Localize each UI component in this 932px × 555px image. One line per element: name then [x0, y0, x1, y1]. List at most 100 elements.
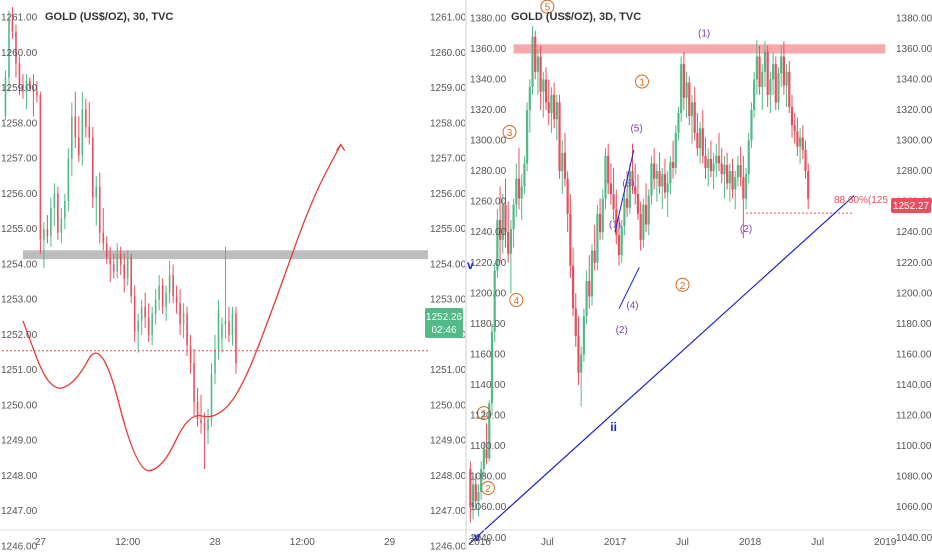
svg-text:(5): (5): [630, 123, 642, 134]
candle: [477, 484, 480, 517]
left-chart-pane[interactable]: GOLD (US$/OZ), 30, TVC 1261.00 1260.00 125…: [0, 0, 467, 552]
candle: [85, 98, 87, 138]
candle: [553, 82, 556, 129]
candle: [785, 64, 788, 107]
y-tick-label: 1248.00: [1, 471, 38, 482]
candle: [577, 316, 580, 385]
y-tick-label: 1249.00: [430, 436, 465, 447]
y-tick-label: 1259.00: [430, 83, 465, 94]
candle: [217, 299, 220, 360]
wave-label: (3): [622, 178, 634, 189]
candle: [734, 171, 737, 210]
candle: [769, 71, 772, 114]
y-tick-label: 1360.00: [896, 44, 932, 55]
x-tick-label: Jul: [811, 537, 824, 548]
candle: [758, 45, 761, 95]
candle: [598, 198, 602, 240]
candle: [501, 194, 504, 254]
candle: [744, 168, 748, 210]
candle: [168, 260, 171, 304]
candle: [617, 216, 621, 266]
candle: [739, 146, 742, 187]
left-price-tag-bg: [425, 308, 463, 338]
candle: [512, 198, 515, 248]
candle: [200, 394, 202, 434]
right-candlestick-chart[interactable]: v v 1 2 3 4 5 ii (1) (2) (3) (4) (5) 1 2 (1) (2) GOLD (U…: [467, 0, 932, 550]
candle: [728, 163, 731, 202]
candle: [528, 79, 531, 133]
candle: [523, 155, 526, 195]
y-tick-label: 1080.00: [470, 472, 507, 483]
svg-text:(4): (4): [626, 301, 638, 312]
candle: [796, 117, 799, 156]
y-tick-label: 1100.00: [470, 441, 506, 452]
candle: [81, 91, 84, 166]
candle: [526, 102, 529, 172]
candle: [25, 74, 28, 110]
candle: [515, 163, 518, 217]
pattern-projection-curve: [22, 144, 342, 472]
candle: [631, 143, 634, 195]
candle: [179, 289, 181, 335]
candle: [677, 106, 680, 141]
y-tick-label: 1060.00: [896, 502, 932, 513]
right-chart-title: GOLD (US$/OZ), 3D, TVC: [511, 11, 641, 23]
y-tick-label: 1060.00: [470, 502, 507, 513]
candle: [693, 87, 696, 141]
candle: [658, 152, 661, 195]
candle: [561, 140, 564, 195]
candle: [196, 387, 199, 427]
y-tick-label: 1080.00: [896, 472, 932, 483]
candle: [688, 76, 691, 126]
left-price-tag: 1252.26 02:46: [425, 308, 463, 338]
pane-divider[interactable]: [465, 0, 467, 550]
candle: [701, 110, 704, 164]
candle: [147, 303, 150, 342]
candle: [507, 201, 510, 263]
candle: [690, 94, 694, 144]
candle: [151, 306, 153, 346]
candle: [91, 126, 94, 209]
candle: [585, 270, 588, 324]
x-tick-label: 29: [384, 537, 396, 548]
y-tick-label: 1252.00: [1, 330, 38, 341]
candle: [750, 102, 753, 149]
candle: [57, 186, 59, 240]
candle: [634, 163, 637, 205]
candle: [126, 250, 129, 286]
candle: [574, 293, 577, 347]
y-tick-label: 1140.00: [470, 380, 506, 391]
candle: [590, 244, 594, 306]
left-candlestick-chart[interactable]: GOLD (US$/OZ), 30, TVC 1261.00 1260.00 125…: [0, 0, 467, 552]
candle: [569, 194, 572, 279]
svg-text:v: v: [467, 258, 474, 272]
candle: [742, 155, 745, 239]
wave-label: v: [474, 530, 481, 544]
y-tick-label: 1260.00: [430, 48, 465, 59]
y-tick-label: 1220.00: [896, 258, 932, 269]
candle: [88, 102, 91, 145]
right-chart-pane[interactable]: v v 1 2 3 4 5 ii (1) (2) (3) (4) (5) 1 2 (1) (2) GOLD (U…: [467, 0, 932, 550]
candle: [235, 306, 237, 374]
y-tick-label: 1280.00: [470, 166, 507, 177]
candle: [193, 349, 195, 417]
svg-text:v: v: [474, 530, 481, 544]
y-tick-label: 1300.00: [896, 136, 932, 147]
y-tick-label: 1340.00: [470, 74, 507, 85]
right-wave-labels-layer: v v 1 2 3 4 5 ii (1) (2) (3) (4) (5) 1 2 (1) (2): [467, 0, 752, 544]
candle: [636, 174, 640, 220]
right-candles-layer: [469, 25, 810, 523]
right-overlay-layer: [468, 149, 855, 545]
candle: [766, 45, 769, 107]
candle: [4, 70, 7, 120]
candle: [140, 299, 143, 335]
y-tick-label: 1280.00: [896, 166, 932, 177]
candle: [731, 158, 734, 199]
y-tick-label: 1246.00: [430, 541, 465, 550]
wave-channel-line: [614, 149, 635, 233]
candle: [221, 317, 223, 353]
candle: [123, 253, 126, 293]
wave-label: 1: [634, 74, 649, 89]
candle: [596, 204, 599, 271]
candle: [685, 71, 688, 118]
